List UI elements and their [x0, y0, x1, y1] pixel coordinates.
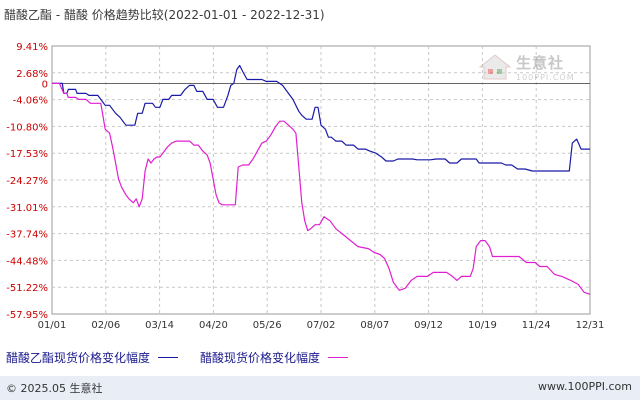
series-line-ethyl-acetate: [52, 64, 590, 172]
legend-item-acetic-acid: 醋酸现货价格变化幅度: [200, 349, 349, 366]
x-tick-label: 05/26: [253, 320, 282, 331]
chart-title: 醋酸乙酯 - 醋酸 价格趋势比较(2022-01-01 - 2022-12-31…: [4, 8, 325, 22]
series-line-acetic-acid: [52, 82, 591, 295]
y-tick-label: -37.74%: [6, 230, 48, 241]
y-tick-label: -4.06%: [13, 96, 48, 107]
data-series: [52, 64, 591, 295]
legend-label-acetic-acid: 醋酸现货价格变化幅度: [200, 351, 321, 365]
y-tick-label: -44.48%: [6, 256, 48, 267]
x-tick-label: 11/24: [522, 320, 551, 331]
x-tick-label: 01/01: [38, 320, 67, 331]
x-tick-label: 03/14: [145, 320, 174, 331]
y-tick-label: -57.95%: [6, 310, 48, 321]
chart-legend: 醋酸乙酯现货价格变化幅度 醋酸现货价格变化幅度: [6, 349, 370, 366]
watermark-text-en: 100PPI.COM: [516, 73, 575, 82]
x-tick-label: 10/19: [468, 320, 497, 331]
zero-label: 0: [42, 79, 48, 90]
x-tick-label: 07/02: [307, 320, 336, 331]
x-tick-label: 04/20: [199, 320, 228, 331]
legend-item-ethyl-acetate: 醋酸乙酯现货价格变化幅度: [6, 349, 179, 366]
x-tick-label: 02/06: [91, 320, 120, 331]
y-tick-label: 2.68%: [16, 69, 48, 80]
x-tick-label: 12/31: [576, 320, 605, 331]
y-tick-label: -10.80%: [6, 122, 48, 133]
house-icon: [478, 54, 512, 80]
legend-swatch-acetic-acid: [328, 357, 349, 358]
y-tick-label: -24.27%: [6, 176, 48, 187]
watermark-text-cn: 生意社: [516, 54, 565, 72]
y-tick-label: -51.22%: [6, 283, 48, 294]
legend-label-ethyl-acetate: 醋酸乙酯现货价格变化幅度: [6, 351, 151, 365]
footer-bar: © 2025.05 生意社 www.100PPI.com: [0, 376, 640, 400]
price-trend-chart: 0 9.41% 2.68% -4.06% -10.80% -17.53% -24.27% -…: [6, 42, 605, 331]
copyright-text: © 2025.05 生意社: [6, 382, 103, 395]
y-tick-label: -17.53%: [6, 149, 48, 160]
y-tick-label: -31.01%: [6, 203, 48, 214]
y-tick-label: 9.41%: [16, 42, 48, 53]
x-tick-label: 08/07: [360, 320, 389, 331]
x-axis-tick-labels: 01/01 02/06 03/14 04/20 05/26 07/02 08/07 09/12…: [38, 320, 605, 331]
legend-swatch-ethyl-acetate: [158, 357, 179, 358]
zero-line: 0: [42, 79, 590, 90]
x-tick-label: 09/12: [414, 320, 443, 331]
website-link[interactable]: www.100PPI.com: [538, 380, 632, 393]
y-axis-tick-labels: 9.41% 2.68% -4.06% -10.80% -17.53% -24.27% -31…: [6, 42, 48, 321]
watermark-logo: 生意社 100PPI.COM: [478, 52, 575, 82]
